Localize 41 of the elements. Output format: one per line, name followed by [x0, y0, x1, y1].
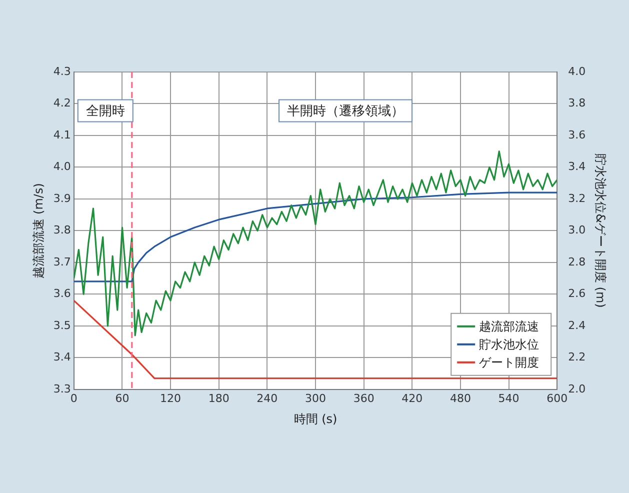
y2-tick-label: 2.4 [568, 318, 586, 332]
y-tick-label: 4.3 [53, 64, 71, 78]
y-tick-label: 4.1 [53, 128, 71, 142]
x-tick-label: 360 [353, 392, 374, 405]
x-tick-label: 120 [160, 392, 182, 405]
legend-label: 貯水池水位 [479, 338, 540, 352]
annotation: 全開時 [86, 104, 125, 120]
x-tick-label: 240 [256, 392, 278, 405]
x-tick-label: 420 [402, 392, 423, 405]
y-axis-title: 越流部流速 (m/s) [31, 183, 46, 278]
x-tick-label: 180 [208, 392, 230, 405]
x-tick-label: 0 [70, 392, 78, 405]
y-tick-label: 3.3 [53, 382, 71, 396]
y-tick-label: 3.9 [53, 192, 71, 205]
y2-tick-label: 3.6 [568, 128, 586, 142]
y-tick-label: 3.6 [53, 287, 71, 300]
annotation: 半開時（遷移領域） [287, 104, 404, 120]
y2-tick-label: 3.8 [568, 96, 586, 110]
y-tick-label: 4.2 [53, 96, 71, 110]
y2-tick-label: 4.0 [568, 64, 586, 78]
legend-label: ゲート開度 [479, 356, 540, 370]
y-tick-label: 3.8 [53, 224, 71, 237]
y2-tick-label: 3.2 [568, 192, 586, 205]
x-axis-title: 時間 (s) [294, 412, 338, 426]
y2-tick-label: 2.6 [568, 287, 586, 300]
x-tick-label: 480 [450, 392, 471, 405]
y2-tick-label: 3.0 [568, 224, 586, 237]
x-tick-label: 600 [546, 392, 568, 405]
legend-label: 越流部流速 [479, 320, 540, 334]
y2-tick-label: 2.2 [568, 350, 586, 364]
x-tick-label: 300 [305, 392, 326, 405]
x-tick-label: 540 [498, 392, 520, 405]
y2-tick-label: 3.4 [568, 160, 586, 174]
x-tick-label: 60 [115, 392, 130, 405]
y2-axis-title: 貯水池水位&ゲート開度 (m) [594, 154, 608, 308]
y-tick-label: 3.4 [53, 350, 71, 364]
y2-tick-label: 2.8 [568, 255, 586, 268]
y-tick-label: 3.5 [53, 318, 71, 332]
y-tick-label: 3.7 [53, 255, 71, 268]
y2-tick-label: 2.0 [568, 382, 586, 396]
y-tick-label: 4.0 [53, 160, 71, 174]
